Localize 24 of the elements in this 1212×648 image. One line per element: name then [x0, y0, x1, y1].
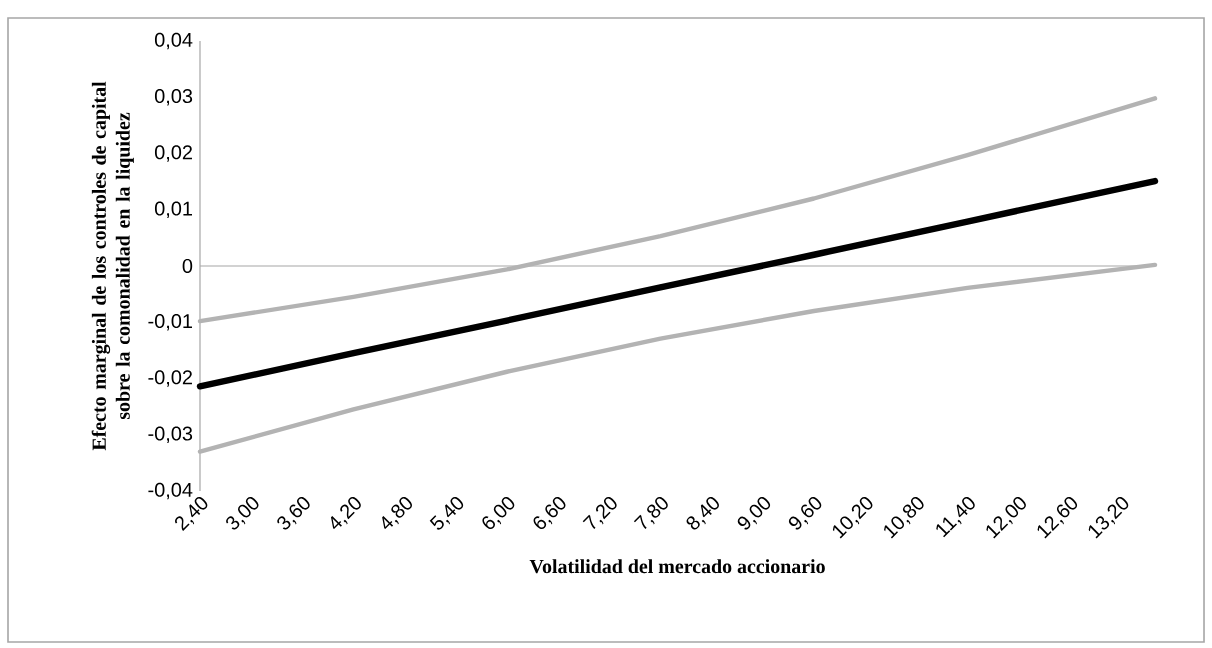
y-tick-label: 0,04	[154, 32, 193, 50]
x-tick-label: 7,80	[633, 496, 668, 530]
line-series	[197, 262, 1158, 454]
line-series	[197, 96, 1158, 324]
x-tick-label: 5,40	[429, 496, 464, 530]
x-tick-label: 6,00	[482, 496, 515, 530]
x-tick-label: 6,60	[533, 496, 566, 530]
x-tick-label: 3,00	[226, 496, 259, 530]
y-tick-label: -0,02	[148, 370, 192, 387]
x-tick-label: 9,60	[788, 496, 822, 530]
x-tick-label: 3,60	[277, 496, 310, 530]
x-tick-label: 4,20	[330, 496, 361, 530]
x-tick-label: 8,40	[686, 496, 719, 530]
x-tick-label: 9,00	[737, 496, 771, 530]
y-tick-label: -0,03	[148, 426, 193, 443]
x-axis-title: Volatilidad del mercado accionario	[529, 559, 825, 574]
x-tick-label: 7,20	[582, 496, 617, 530]
y-tick-label: 0,02	[154, 145, 192, 162]
y-tick-label: -0,01	[148, 314, 192, 331]
y-tick-label: 0,03	[154, 89, 193, 106]
y-tick-label: 0,01	[154, 201, 192, 218]
y-tick-label: 0	[182, 258, 193, 274]
y-axis-title: Efecto marginal de los controles de capital sobre la comonalidad en la liquidez	[91, 81, 134, 451]
x-tick-label: 4,80	[382, 496, 412, 530]
